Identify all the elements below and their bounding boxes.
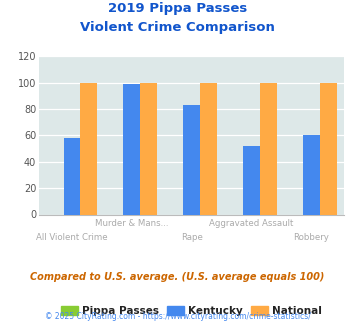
Text: © 2025 CityRating.com - https://www.cityrating.com/crime-statistics/: © 2025 CityRating.com - https://www.city… (45, 312, 310, 321)
Bar (260, 82, 277, 214)
Text: Robbery: Robbery (294, 233, 329, 242)
Bar (64, 138, 80, 214)
Text: Compared to U.S. average. (U.S. average equals 100): Compared to U.S. average. (U.S. average … (30, 272, 325, 282)
Bar (303, 135, 320, 214)
Bar (140, 82, 157, 214)
Text: 2019 Pippa Passes: 2019 Pippa Passes (108, 2, 247, 15)
Bar (183, 105, 200, 214)
Text: Murder & Mans...: Murder & Mans... (95, 219, 169, 228)
Bar (243, 146, 260, 214)
Bar (80, 82, 97, 214)
Legend: Pippa Passes, Kentucky, National: Pippa Passes, Kentucky, National (57, 302, 326, 320)
Text: Rape: Rape (181, 233, 203, 242)
Bar (124, 84, 140, 214)
Bar (200, 82, 217, 214)
Text: All Violent Crime: All Violent Crime (36, 233, 108, 242)
Bar (320, 82, 337, 214)
Text: Violent Crime Comparison: Violent Crime Comparison (80, 21, 275, 34)
Text: Aggravated Assault: Aggravated Assault (209, 219, 294, 228)
